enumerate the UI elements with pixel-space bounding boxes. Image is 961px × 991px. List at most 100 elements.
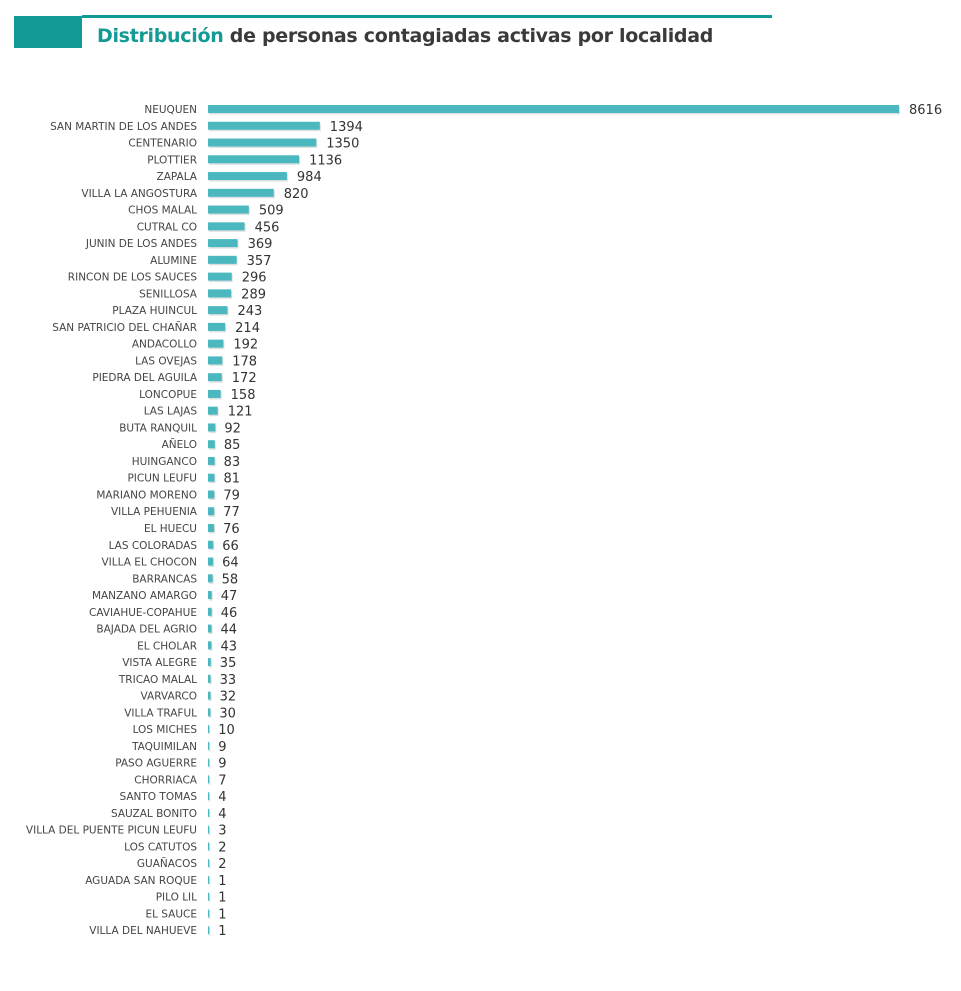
bar [208, 406, 218, 415]
category-label: VILLA LA ANGOSTURA [81, 188, 197, 200]
bar [208, 490, 215, 499]
bar [208, 138, 317, 147]
category-label: LONCOPUE [139, 389, 197, 401]
bar-shadow [209, 860, 211, 869]
value-label: 9 [218, 757, 226, 772]
bar [208, 473, 215, 482]
category-label: SANTO TOMAS [120, 791, 198, 803]
category-label: CHORRIACA [134, 774, 198, 786]
bar [208, 842, 210, 851]
bar [208, 641, 212, 650]
value-label: 47 [221, 589, 238, 604]
category-label: PASO AGUERRE [115, 758, 197, 770]
value-label: 4 [218, 807, 226, 822]
value-label: 289 [241, 287, 266, 302]
bar [208, 859, 210, 868]
value-label: 3 [218, 824, 226, 839]
title-highlight: Distribución [97, 25, 224, 47]
category-label: RINCON DE LOS SAUCES [68, 272, 198, 284]
category-label: BUTA RANQUIL [119, 422, 197, 434]
bar [208, 306, 228, 315]
category-label: CENTENARIO [128, 138, 197, 150]
category-label: MARIANO MORENO [96, 489, 197, 501]
category-label: BAJADA DEL AGRIO [96, 624, 197, 636]
value-label: 1 [218, 891, 226, 906]
bar [208, 356, 223, 365]
bar [208, 725, 210, 734]
bar [208, 607, 212, 616]
category-label: SAUZAL BONITO [111, 808, 197, 820]
category-label: VILLA PEHUENIA [111, 506, 198, 518]
bar-shadow [209, 793, 211, 802]
bar [208, 926, 210, 935]
bar [208, 188, 274, 197]
bar [208, 222, 245, 231]
bar [208, 741, 210, 750]
bar-shadow [209, 726, 211, 735]
category-label: TRICAO MALAL [118, 674, 197, 686]
bar [208, 272, 232, 281]
category-label: LOS CATUTOS [124, 841, 197, 853]
value-label: 8616 [909, 103, 942, 118]
bar [208, 540, 214, 549]
value-label: 158 [231, 388, 256, 403]
category-label: GUAÑACOS [137, 857, 197, 870]
category-label: CHOS MALAL [128, 205, 197, 217]
bar [208, 758, 210, 767]
chart-title: Distribución de personas contagiadas act… [97, 25, 713, 47]
value-label: 44 [221, 623, 238, 638]
value-label: 1 [218, 907, 226, 922]
bar [208, 289, 232, 298]
bar-shadow [209, 827, 211, 836]
bar [208, 658, 211, 667]
bar [208, 155, 300, 164]
bar [208, 456, 215, 465]
value-label: 214 [235, 321, 260, 336]
category-label: LAS LAJAS [144, 406, 198, 418]
value-label: 192 [233, 338, 258, 353]
bar-shadow [209, 877, 211, 886]
value-label: 33 [220, 673, 237, 688]
bar [208, 909, 210, 918]
bar-shadow [209, 810, 211, 819]
bar [208, 339, 224, 348]
value-label: 92 [224, 421, 241, 436]
value-label: 243 [237, 304, 262, 319]
category-label: LOS MICHES [133, 724, 198, 736]
category-label: ZAPALA [157, 171, 198, 183]
category-label: VARVARCO [141, 691, 197, 703]
value-label: 43 [220, 639, 237, 654]
bar [208, 524, 215, 532]
bar [208, 322, 226, 331]
category-label: VISTA ALEGRE [122, 657, 197, 669]
bar [208, 808, 210, 817]
value-label: 984 [297, 170, 322, 185]
bar-shadow [209, 776, 211, 785]
category-label: EL CHOLAR [137, 640, 197, 652]
bar [208, 105, 899, 113]
category-label: LAS COLORADAS [109, 540, 198, 552]
category-label: SAN PATRICIO DEL CHAÑAR [52, 321, 197, 334]
value-label: 1136 [309, 153, 342, 168]
value-label: 820 [284, 187, 309, 202]
category-label: SENILLOSA [139, 288, 198, 300]
value-label: 2 [218, 840, 226, 855]
bar [208, 825, 210, 834]
value-label: 1 [218, 874, 226, 889]
category-label: VILLA EL CHOCON [101, 557, 197, 569]
bar-shadow [209, 743, 211, 752]
bar [208, 423, 216, 432]
category-label: EL HUECU [144, 523, 197, 535]
category-label: AGUADA SAN ROQUE [85, 875, 197, 887]
bar [208, 507, 215, 516]
value-label: 178 [232, 354, 257, 369]
category-label: VILLA DEL NAHUEVE [89, 925, 197, 937]
bar [208, 205, 249, 214]
bar [208, 624, 212, 633]
category-label: TAQUIMILAN [131, 741, 197, 753]
bar [208, 121, 320, 130]
category-label: PICUN LEUFU [127, 473, 197, 485]
value-label: 1 [218, 924, 226, 939]
category-label: CUTRAL CO [137, 221, 197, 233]
